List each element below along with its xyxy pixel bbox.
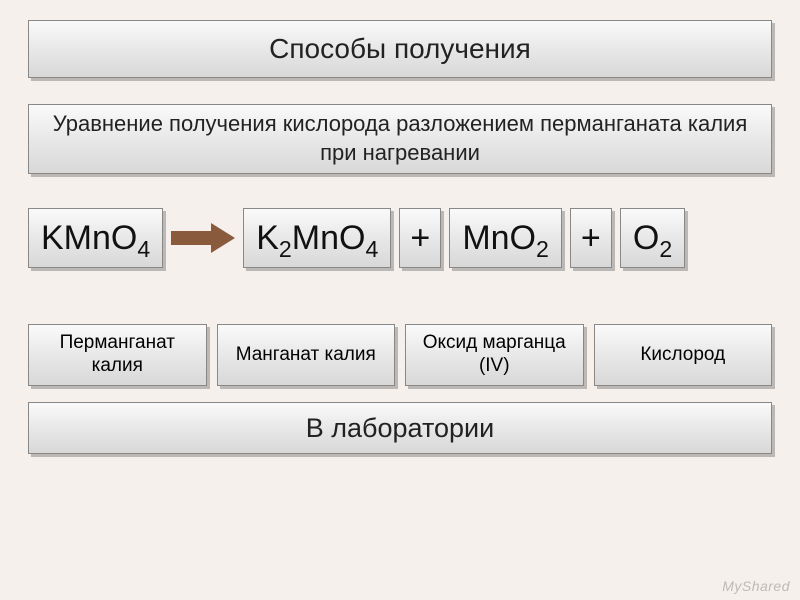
label-product-1: Манганат калия: [217, 324, 396, 386]
subtitle-panel: Уравнение получения кислорода разложение…: [28, 104, 772, 174]
product-2-box: MnO2: [449, 208, 562, 268]
footer-text: В лаборатории: [306, 413, 494, 444]
reactant-formula: KMnO4: [41, 219, 150, 258]
product-1-box: K2MnO4: [243, 208, 391, 268]
label-product-3: Кислород: [594, 324, 773, 386]
product-2-formula: MnO2: [462, 219, 549, 258]
substance-labels-row: Перманганат калия Манганат калия Оксид м…: [28, 324, 772, 386]
footer-panel: В лаборатории: [28, 402, 772, 454]
reaction-arrow-icon: [171, 219, 235, 257]
label-reactant: Перманганат калия: [28, 324, 207, 386]
reactant-box: KMnO4: [28, 208, 163, 268]
plus-1: +: [399, 208, 441, 268]
subtitle-text: Уравнение получения кислорода разложение…: [49, 110, 751, 167]
reaction-row: KMnO4 K2MnO4 + MnO2 + O2: [28, 208, 772, 268]
product-3-formula: O2: [633, 219, 672, 258]
product-1-formula: K2MnO4: [256, 219, 378, 258]
label-product-2: Оксид марганца (IV): [405, 324, 584, 386]
title-text: Способы получения: [269, 33, 531, 65]
title-panel: Способы получения: [28, 20, 772, 78]
product-3-box: O2: [620, 208, 685, 268]
plus-2: +: [570, 208, 612, 268]
watermark-text: MyShared: [722, 578, 790, 594]
